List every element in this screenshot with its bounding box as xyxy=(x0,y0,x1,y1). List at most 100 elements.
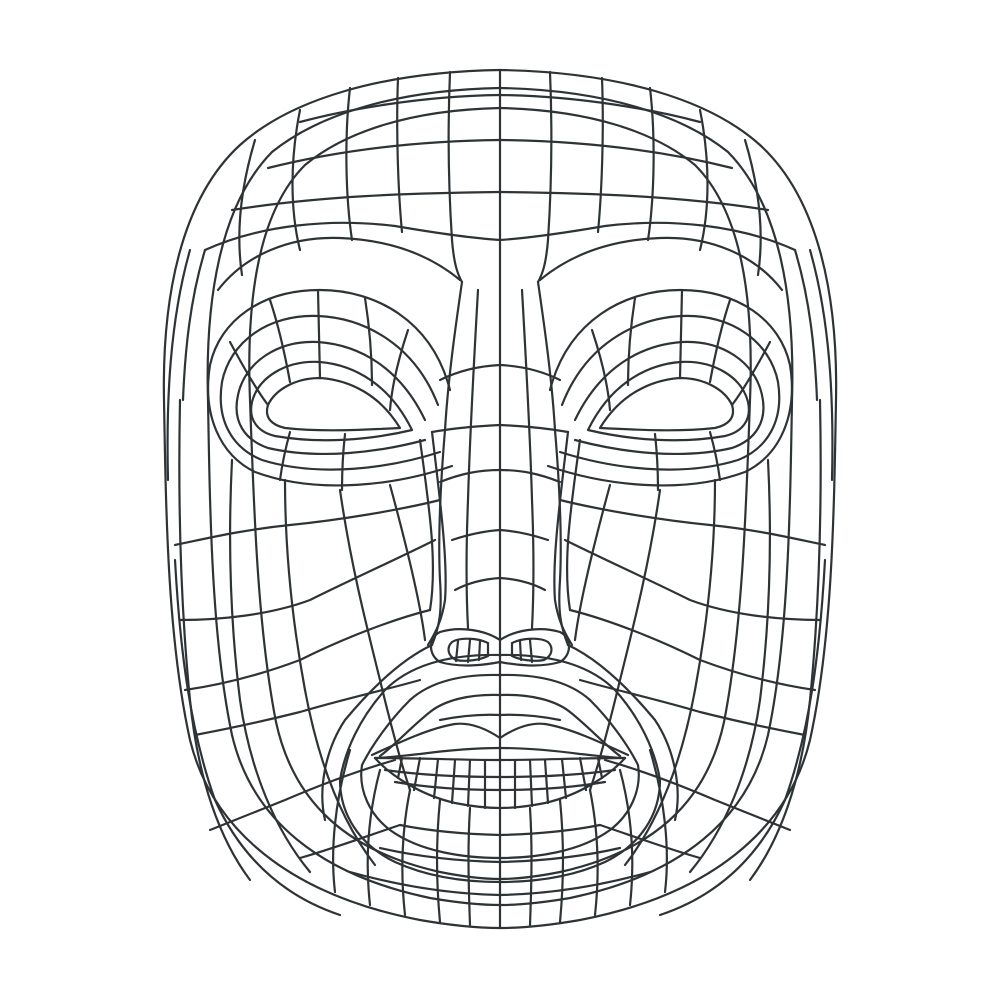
nose-horiz-5 xyxy=(453,576,502,592)
brow-line-mirrored xyxy=(538,236,784,292)
nose-side-1-mirrored xyxy=(553,430,574,647)
eye-radial-4-mirrored xyxy=(730,340,772,407)
right-nostril-inner xyxy=(510,637,553,662)
jaw-line-2-mirrored xyxy=(808,248,834,482)
contour-ring-1-mirrored xyxy=(498,86,794,907)
nose-horiz-3 xyxy=(438,468,502,484)
cheek-line-2-mirrored xyxy=(563,538,822,622)
mesh-right-half xyxy=(498,68,838,930)
right-eye-ring-2 xyxy=(573,340,765,455)
right-eye-ring-3 xyxy=(558,314,781,471)
chin-vert-2 xyxy=(435,798,442,924)
lip-hatch-4 xyxy=(432,757,440,800)
mouth-ring-2 xyxy=(360,673,502,860)
right-eye-ring-4 xyxy=(546,288,793,487)
chin-vert-3 xyxy=(401,788,412,917)
chin-line-1 xyxy=(398,823,502,837)
lip-hatch-6 xyxy=(396,756,404,780)
forehead-vert-2 xyxy=(396,76,404,234)
forehead-line-4-mirrored xyxy=(498,221,797,252)
eye-radial-4 xyxy=(228,340,270,407)
right-eye-ring-1 xyxy=(586,360,750,442)
forehead-vert-1 xyxy=(447,70,464,284)
cheek-vert-3-mirrored xyxy=(623,478,717,867)
lower-lip-ridge-2 xyxy=(393,780,502,792)
eye-radial-3-mirrored xyxy=(708,298,732,384)
cheek-vert-2 xyxy=(228,458,312,874)
chin-vert-4 xyxy=(366,768,382,907)
mouth-ring-3 xyxy=(338,653,502,884)
eye-radial-6-mirrored xyxy=(708,430,722,482)
chin-vert-1 xyxy=(467,806,472,927)
eye-radial-7-mirrored xyxy=(653,432,660,492)
nose-horiz-3-mirrored xyxy=(498,468,562,484)
nose-bridge-outer-mirrored xyxy=(536,280,570,647)
mouth-ring-3-mirrored xyxy=(498,653,662,884)
forehead-line-1-mirrored xyxy=(498,93,702,124)
jaw-line-1 xyxy=(173,558,342,917)
eye-radial-3 xyxy=(268,298,292,384)
cheek-line-6 xyxy=(298,823,402,860)
lower-lip-ridge-1-mirrored xyxy=(498,768,617,779)
forehead-vert-1-mirrored xyxy=(536,70,553,284)
lip-hatch-4-mirrored xyxy=(560,757,568,800)
lip-line-mirrored xyxy=(498,756,627,762)
left-eye-ring-2 xyxy=(235,340,427,455)
cheek-line-5 xyxy=(208,758,397,832)
right-nostril-ridge-a xyxy=(528,638,534,664)
forehead-vert-3 xyxy=(345,86,354,242)
lip-hatch-5-mirrored xyxy=(578,756,588,792)
cheek-line-2 xyxy=(178,538,437,622)
nose-side-1 xyxy=(426,430,447,647)
face-outline xyxy=(162,68,502,930)
left-nostril-inner xyxy=(447,637,490,662)
upper-lip-ridge-1 xyxy=(438,713,502,722)
left-eye-ring-3 xyxy=(219,314,442,471)
chin-vert-2-mirrored xyxy=(558,798,565,924)
nostril-ridge-b xyxy=(477,639,482,662)
contour-ring-2-mirrored xyxy=(498,106,752,881)
nose-horiz-2-mirrored xyxy=(498,423,570,434)
lip-line xyxy=(373,756,502,762)
lower-lip-ridge-2-mirrored xyxy=(498,780,607,792)
cheek-vert-3 xyxy=(283,478,377,867)
cheek-line-1 xyxy=(173,498,442,547)
eye-radial-2-mirrored xyxy=(626,296,637,387)
left-eye-ring-1 xyxy=(250,360,414,442)
nose-bridge-inner-mirrored xyxy=(520,288,535,630)
jaw-line-2 xyxy=(166,248,192,482)
eye-radial-1 xyxy=(316,288,322,380)
chin-vert-3-mirrored xyxy=(588,788,599,917)
forehead-line-2 xyxy=(266,138,502,170)
cheek-vert-5-mirrored xyxy=(573,483,612,642)
forehead-line-3-mirrored xyxy=(498,190,770,212)
forehead-vert-3-mirrored xyxy=(646,86,655,242)
eye-radial-5-mirrored xyxy=(590,328,612,412)
left-eye-ring-4 xyxy=(207,288,454,487)
forehead-vert-4 xyxy=(291,108,302,252)
cheek-vert-5 xyxy=(388,483,427,642)
lower-lip xyxy=(373,756,502,810)
forehead-vert-5 xyxy=(238,138,257,277)
mouth-ring-2-mirrored xyxy=(498,673,640,860)
temple-line xyxy=(181,248,207,402)
forehead-vert-5-mirrored xyxy=(743,138,762,277)
jaw-line-1-mirrored xyxy=(658,558,827,917)
lower-lip-mirrored xyxy=(498,756,627,810)
eye-radial-6 xyxy=(278,430,292,482)
lip-hatch-2-mirrored xyxy=(528,758,534,808)
mesh-left-half xyxy=(162,68,502,930)
chin-vert-1-mirrored xyxy=(528,806,533,927)
lip-hatch-3-mirrored xyxy=(543,758,550,805)
eye-radial-2 xyxy=(363,296,374,387)
nose-horiz-1-mirrored xyxy=(498,363,562,382)
forehead-vert-2-mirrored xyxy=(596,76,604,234)
upper-lip xyxy=(370,722,502,757)
lip-hatch-6-mirrored xyxy=(596,756,604,780)
nose-side-2-mirrored xyxy=(565,438,582,612)
nose-bridge-inner xyxy=(465,288,480,630)
chin-line-1-mirrored xyxy=(498,823,602,837)
nose-horiz-1 xyxy=(438,363,502,382)
